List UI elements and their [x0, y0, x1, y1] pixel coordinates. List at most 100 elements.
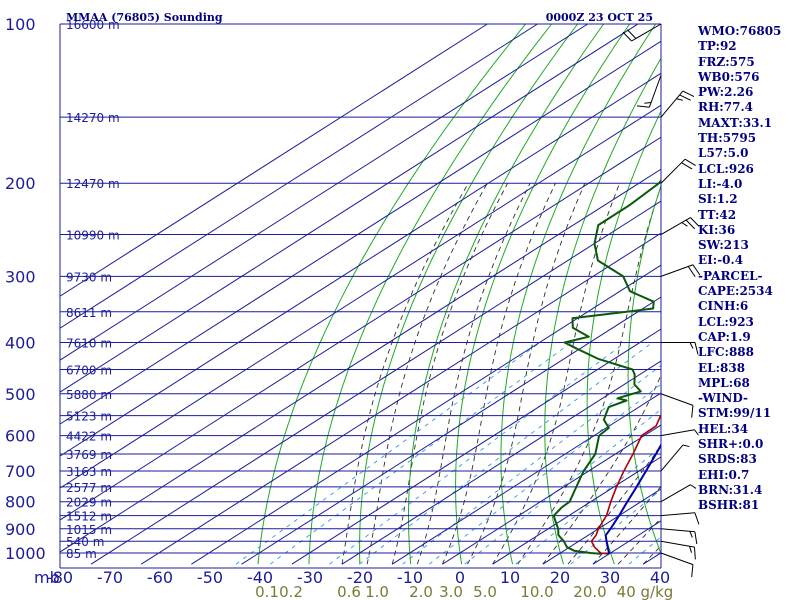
- chart-title: MMAA (76805) Sounding: [66, 11, 223, 24]
- wind-barb: [660, 429, 699, 437]
- isotherm: [442, 424, 661, 565]
- pressure-label: 100: [5, 15, 36, 34]
- wind-barb: [660, 158, 696, 184]
- index-entry: SRDS:83: [698, 452, 757, 467]
- moist-adiabat: [492, 183, 621, 565]
- index-entry: LCL:926: [698, 161, 754, 176]
- index-entry: -WIND-: [698, 391, 748, 406]
- isotherm: [341, 360, 661, 565]
- wind-barb: [660, 528, 698, 545]
- wind-barb: [637, 75, 662, 108]
- index-entry: KI:36: [698, 222, 736, 237]
- moist-adiabat: [542, 373, 661, 565]
- isotherm: [60, 72, 661, 457]
- index-entry: EI:-0.4: [698, 253, 744, 268]
- height-label: 5123 m: [66, 410, 112, 424]
- mixing-ratio-label: 0.2: [279, 583, 303, 600]
- index-entry: TH:5795: [698, 131, 757, 146]
- moist-adiabat: [416, 183, 531, 565]
- temperature-tick-label: 10: [500, 568, 520, 587]
- index-entry: TT:42: [698, 207, 737, 222]
- index-entry: STM:99/11: [698, 406, 772, 421]
- temperature-tick-label: -20: [347, 568, 373, 587]
- wind-barb: [661, 341, 699, 355]
- height-label: 6700 m: [66, 364, 112, 378]
- moist-adiabat: [467, 183, 586, 565]
- mixing-ratio-label: 1.0: [365, 583, 389, 600]
- index-entry: BSHR:81: [698, 498, 760, 513]
- mixing-ratio-line: [428, 383, 661, 565]
- index-entry: SI:1.2: [698, 192, 738, 207]
- index-entry: WMO:76805: [698, 24, 782, 38]
- pressure-label: 200: [5, 174, 36, 193]
- index-entry: SHR+:0.0: [698, 437, 764, 452]
- isotherm: [60, 136, 661, 521]
- index-entry: PW:2.26: [698, 85, 754, 100]
- pressure-label: 400: [5, 333, 36, 352]
- mixing-ratio-label: 5.0: [473, 583, 497, 600]
- temperature-tick-label: -10: [397, 568, 423, 587]
- pressure-label: 600: [5, 427, 36, 446]
- temperature-tick-label: -40: [247, 568, 273, 587]
- mixing-ratio-label: 2.0: [409, 583, 433, 600]
- index-entry: BRN:31.4: [698, 482, 763, 497]
- height-label: 7610 m: [66, 336, 112, 350]
- temperature-tick-label: -30: [297, 568, 323, 587]
- dry-adiabat: [500, 24, 657, 565]
- pressure-unit-label: mb: [34, 568, 60, 587]
- index-entry: TP:92: [698, 39, 737, 54]
- wind-barb: [660, 444, 690, 472]
- indices-panel: WMO:76805 TP:92 FRZ:575 WB0:576 PW:2.26 RH:77…: [698, 24, 798, 514]
- wind-barb: [660, 540, 696, 560]
- chart-datetime: 0000Z 23 OCT 25: [546, 11, 653, 24]
- isotherm: [140, 232, 661, 565]
- isotherm: [60, 168, 661, 553]
- temperature-tick-label: 40: [650, 568, 670, 587]
- index-entry: CAPE:2534: [698, 284, 773, 299]
- mixing-ratio-label: 3.0: [439, 583, 463, 600]
- wind-barb: [660, 264, 701, 278]
- temperature-tick-label: -60: [147, 568, 173, 587]
- height-label: 16600 m: [66, 18, 120, 32]
- height-label: 3163 m: [66, 465, 112, 479]
- wind-barb: [660, 552, 694, 577]
- moist-adiabat: [517, 184, 661, 565]
- index-entry: EL:838: [698, 360, 746, 375]
- isotherm: [60, 24, 538, 329]
- wind-barb: [622, 23, 662, 42]
- mixing-ratio-line: [235, 342, 541, 565]
- height-label: 540 m: [66, 535, 104, 549]
- sounding-profiles: [552, 178, 661, 555]
- height-label: 2577 m: [66, 481, 112, 495]
- dry-adiabats: [257, 24, 661, 565]
- dewpoint-profile: [552, 178, 661, 555]
- moist-adiabat: [341, 182, 469, 565]
- isotherm: [492, 456, 661, 565]
- isotherm: [60, 24, 639, 393]
- index-entry: HEL:34: [698, 421, 749, 436]
- isotherm: [191, 264, 661, 565]
- index-entry: MPL:68: [698, 375, 750, 390]
- isotherm: [60, 24, 588, 361]
- pressure-label: 700: [5, 462, 36, 481]
- isotherms: [60, 24, 661, 565]
- isotherm: [60, 40, 661, 425]
- height-label: 9730 m: [66, 270, 112, 284]
- index-entry: RH:77.4: [698, 100, 753, 115]
- mixing-ratio-line: [270, 342, 572, 565]
- pressure-label: 800: [5, 493, 36, 512]
- wind-barbs: [622, 23, 701, 577]
- mixing-ratio-label: 0.6: [337, 583, 361, 600]
- wind-barb: [660, 217, 700, 235]
- temperature-tick-label: 0: [455, 568, 465, 587]
- height-label: 1015 m: [66, 523, 112, 537]
- pressure-label: 900: [5, 520, 36, 539]
- isotherm: [60, 104, 661, 489]
- mixing-ratio-line: [628, 536, 661, 565]
- index-entry: LFC:888: [698, 345, 754, 360]
- dry-adiabat: [257, 24, 526, 565]
- index-entry: CINH:6: [698, 299, 749, 314]
- pressure-label: 300: [5, 267, 36, 286]
- mixing-ratio-line: [464, 408, 661, 565]
